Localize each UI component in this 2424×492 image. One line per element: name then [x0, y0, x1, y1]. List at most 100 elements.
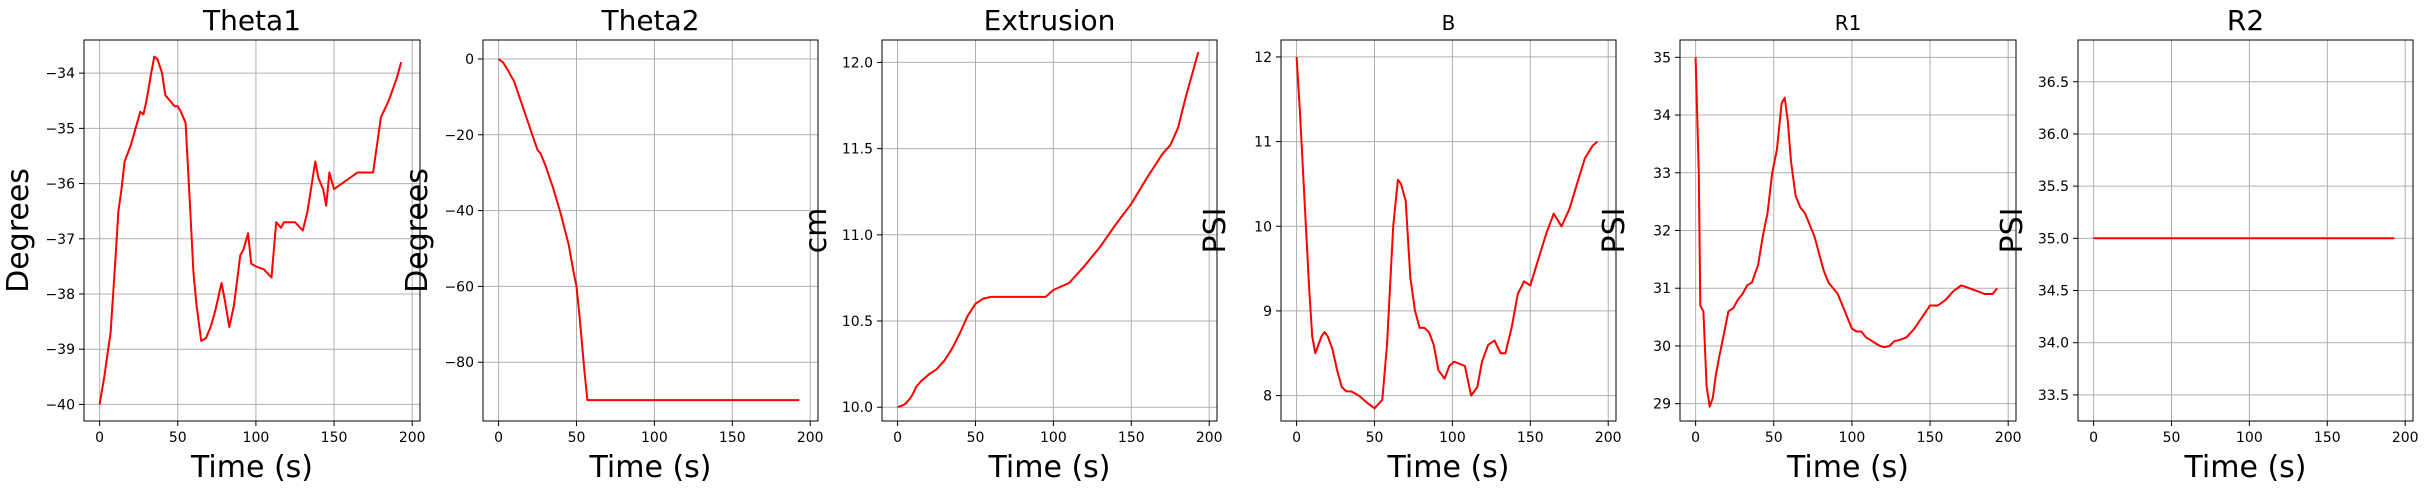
y-tick-label: 8 — [1263, 389, 1272, 405]
x-axis-label: Time (s) — [2184, 450, 2307, 485]
chart-title: Extrusion — [984, 4, 1116, 37]
subplot-2: 0 50 100 150 200 −80 −60 −40 −20 0 Theta2 Time (s) D… — [400, 4, 824, 485]
y-tick-label: −60 — [444, 279, 474, 295]
axes-frame — [1280, 39, 1617, 422]
y-tick-label: 34.5 — [2038, 284, 2069, 300]
subplot-3: 0 50 100 150 200 10.0 10.5 11.0 11.5 12.0 Extrusio… — [799, 4, 1223, 485]
y-tick-label: −35 — [45, 121, 75, 137]
x-tick-label: 200 — [1995, 430, 2022, 446]
x-axis-label: Time (s) — [1786, 450, 1909, 485]
x-axis-label: Time (s) — [1387, 450, 1510, 485]
x-tick-label: 200 — [1196, 430, 1223, 446]
x-tick-label: 200 — [797, 430, 824, 446]
x-tick-label: 50 — [1366, 430, 1384, 446]
y-axis-label: Degrees — [1, 168, 36, 293]
series-line — [897, 51, 1200, 409]
x-tick-label: 150 — [1118, 430, 1145, 446]
y-tick-label: 31 — [1653, 281, 1671, 297]
y-tick-label: 10.0 — [842, 400, 873, 416]
y-tick-label: −34 — [45, 66, 75, 82]
y-tick-label: 30 — [1653, 339, 1671, 355]
x-axis-label: Time (s) — [988, 450, 1111, 485]
x-tick-label: 100 — [1439, 430, 1466, 446]
subplot-5: 0 50 100 150 200 29 30 31 32 33 34 35 R1 Time (s) PSI — [1597, 11, 2022, 485]
y-tick-label: 34 — [1653, 108, 1671, 124]
y-tick-label: 36.0 — [2038, 127, 2069, 143]
chart-title: Theta1 — [202, 4, 301, 37]
series-line — [1694, 57, 1998, 408]
subplot-4: 0 50 100 150 200 8 9 10 11 12 B Time (s) PSI — [1198, 11, 1622, 485]
series-line — [1295, 56, 1598, 410]
x-tick-label: 0 — [95, 430, 104, 446]
x-tick-label: 200 — [1595, 430, 1622, 446]
x-tick-label: 50 — [568, 430, 586, 446]
y-axis-label: PSI — [1597, 208, 1632, 254]
y-tick-label: 35 — [1653, 50, 1671, 66]
y-tick-label: 36.5 — [2038, 75, 2069, 91]
axes-frame — [83, 39, 421, 422]
axes-frame — [2077, 39, 2414, 422]
chart-title: Theta2 — [600, 4, 699, 37]
y-axis-label: Degrees — [400, 168, 435, 293]
x-tick-label: 100 — [2236, 430, 2263, 446]
x-tick-label: 0 — [1292, 430, 1301, 446]
y-axis-label: PSI — [1198, 208, 1233, 254]
x-tick-label: 50 — [169, 430, 187, 446]
y-tick-label: 35.5 — [2038, 179, 2069, 195]
x-tick-label: 100 — [1839, 430, 1866, 446]
x-tick-label: 0 — [494, 430, 503, 446]
y-tick-label: 11 — [1254, 135, 1272, 151]
y-tick-label: 10 — [1254, 219, 1272, 235]
chart-title: R1 — [1835, 11, 1862, 35]
series-line — [98, 55, 403, 405]
x-tick-label: 0 — [2089, 430, 2098, 446]
x-tick-label: 0 — [1691, 430, 1700, 446]
x-tick-label: 150 — [2314, 430, 2341, 446]
x-tick-label: 150 — [321, 430, 348, 446]
y-tick-label: 9 — [1263, 304, 1272, 320]
y-tick-label: 12 — [1254, 50, 1272, 66]
axes-frame — [881, 39, 1218, 422]
x-tick-label: 50 — [2163, 430, 2181, 446]
y-tick-label: 29 — [1653, 397, 1671, 413]
chart-title: B — [1442, 11, 1456, 35]
subplot-6: 0 50 100 150 200 33.5 34.0 34.5 35.0 35.5 36.0 36.5… — [1995, 4, 2419, 485]
chart-title: R2 — [2227, 4, 2264, 37]
y-tick-label: −40 — [444, 204, 474, 220]
y-tick-label: −39 — [45, 342, 75, 358]
y-tick-label: 11.0 — [842, 228, 873, 244]
x-tick-label: 50 — [967, 430, 985, 446]
y-tick-label: 33 — [1653, 166, 1671, 182]
y-tick-label: 35.0 — [2038, 231, 2069, 247]
y-tick-label: −80 — [444, 355, 474, 371]
y-tick-label: 11.5 — [842, 142, 873, 158]
series-line — [497, 58, 800, 402]
x-axis-label: Time (s) — [589, 450, 712, 485]
x-tick-label: 200 — [2392, 430, 2419, 446]
x-tick-label: 200 — [399, 430, 426, 446]
y-tick-label: 0 — [465, 52, 474, 68]
x-tick-label: 100 — [1040, 430, 1067, 446]
x-tick-label: 150 — [1517, 430, 1544, 446]
y-tick-label: 32 — [1653, 224, 1671, 240]
x-tick-label: 150 — [719, 430, 746, 446]
x-tick-label: 150 — [1917, 430, 1944, 446]
y-tick-label: −36 — [45, 177, 75, 193]
y-tick-label: 10.5 — [842, 314, 873, 330]
y-tick-label: −38 — [45, 287, 75, 303]
y-tick-label: 33.5 — [2038, 388, 2069, 404]
x-tick-label: 100 — [641, 430, 668, 446]
y-tick-label: 12.0 — [842, 55, 873, 71]
axes-frame — [482, 39, 819, 422]
x-tick-label: 0 — [893, 430, 902, 446]
y-tick-label: 34.0 — [2038, 336, 2069, 352]
y-tick-label: −37 — [45, 232, 75, 248]
y-tick-label: −20 — [444, 128, 474, 144]
subplot-1: 0 50 100 150 200 −40 −39 −38 −37 −36 −35 −34 Theta1 T… — [1, 4, 426, 485]
x-axis-label: Time (s) — [190, 450, 313, 485]
x-tick-label: 100 — [243, 430, 270, 446]
y-tick-label: −40 — [45, 397, 75, 413]
y-axis-label: cm — [799, 208, 834, 254]
y-axis-label: PSI — [1995, 208, 2030, 254]
